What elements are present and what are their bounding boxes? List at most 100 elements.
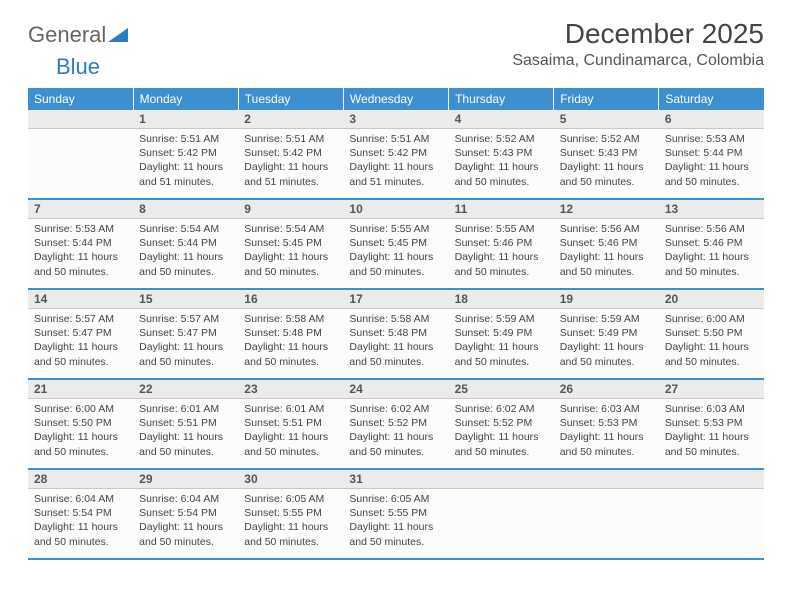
day-content: Sunrise: 5:53 AMSunset: 5:44 PMDaylight:… [34, 222, 127, 282]
day-line: Sunset: 5:55 PM [349, 506, 442, 520]
day-content: Sunrise: 5:56 AMSunset: 5:46 PMDaylight:… [560, 222, 653, 282]
day-content: Sunrise: 5:57 AMSunset: 5:47 PMDaylight:… [34, 312, 127, 372]
day-line: Sunset: 5:48 PM [244, 326, 337, 340]
title-block: December 2025 Sasaima, Cundinamarca, Col… [512, 18, 764, 70]
day-line: Daylight: 11 hours [455, 340, 548, 354]
week-content-row: Sunrise: 5:51 AMSunset: 5:42 PMDaylight:… [28, 129, 764, 200]
week-daynum-row: 78910111213 [28, 200, 764, 219]
day-line: Daylight: 11 hours [349, 160, 442, 174]
day-content: Sunrise: 6:03 AMSunset: 5:53 PMDaylight:… [665, 402, 758, 462]
day-line: Sunrise: 5:53 AM [665, 132, 758, 146]
logo-triangle-icon [108, 22, 128, 48]
day-content: Sunrise: 5:58 AMSunset: 5:48 PMDaylight:… [349, 312, 442, 372]
day-number: 24 [343, 380, 448, 399]
day-line: Sunrise: 5:52 AM [455, 132, 548, 146]
day-line: and 50 minutes. [560, 265, 653, 279]
day-cell: Sunrise: 5:58 AMSunset: 5:48 PMDaylight:… [238, 309, 343, 380]
month-title: December 2025 [512, 18, 764, 50]
day-number: 19 [554, 290, 659, 309]
day-cell: Sunrise: 6:01 AMSunset: 5:51 PMDaylight:… [238, 399, 343, 470]
day-line: Sunset: 5:42 PM [349, 146, 442, 160]
day-number: 16 [238, 290, 343, 309]
dow-thursday: Thursday [449, 88, 554, 110]
day-content: Sunrise: 6:00 AMSunset: 5:50 PMDaylight:… [665, 312, 758, 372]
day-line: Sunset: 5:44 PM [34, 236, 127, 250]
logo-text-1: General [28, 22, 106, 48]
day-line: Sunset: 5:50 PM [34, 416, 127, 430]
day-line: Daylight: 11 hours [560, 160, 653, 174]
day-line: Sunrise: 6:04 AM [34, 492, 127, 506]
days-of-week-row: Sunday Monday Tuesday Wednesday Thursday… [28, 88, 764, 110]
day-content: Sunrise: 5:54 AMSunset: 5:45 PMDaylight:… [244, 222, 337, 282]
day-line: Sunrise: 6:01 AM [244, 402, 337, 416]
day-line: and 51 minutes. [139, 175, 232, 189]
day-content: Sunrise: 5:56 AMSunset: 5:46 PMDaylight:… [665, 222, 758, 282]
day-number: 5 [554, 110, 659, 129]
day-line: Sunset: 5:45 PM [349, 236, 442, 250]
day-number: 8 [133, 200, 238, 219]
day-line: Sunrise: 5:55 AM [349, 222, 442, 236]
day-line: Daylight: 11 hours [139, 250, 232, 264]
day-line: Sunset: 5:51 PM [244, 416, 337, 430]
separator-cell [28, 559, 764, 560]
day-line: Sunset: 5:51 PM [139, 416, 232, 430]
day-content: Sunrise: 5:51 AMSunset: 5:42 PMDaylight:… [139, 132, 232, 192]
day-line: and 50 minutes. [455, 355, 548, 369]
day-cell: Sunrise: 5:57 AMSunset: 5:47 PMDaylight:… [133, 309, 238, 380]
day-cell: Sunrise: 6:00 AMSunset: 5:50 PMDaylight:… [659, 309, 764, 380]
day-line: Sunset: 5:49 PM [560, 326, 653, 340]
day-cell: Sunrise: 5:55 AMSunset: 5:46 PMDaylight:… [449, 219, 554, 290]
day-cell: Sunrise: 5:56 AMSunset: 5:46 PMDaylight:… [659, 219, 764, 290]
day-line: Daylight: 11 hours [244, 250, 337, 264]
week-daynum-row: 21222324252627 [28, 380, 764, 399]
day-line: and 50 minutes. [244, 535, 337, 549]
day-cell: Sunrise: 5:54 AMSunset: 5:44 PMDaylight:… [133, 219, 238, 290]
day-line: Sunrise: 6:04 AM [139, 492, 232, 506]
day-cell: Sunrise: 6:05 AMSunset: 5:55 PMDaylight:… [238, 489, 343, 560]
day-line: Daylight: 11 hours [455, 250, 548, 264]
day-line: and 51 minutes. [349, 175, 442, 189]
day-content [665, 492, 758, 552]
day-line: Sunset: 5:43 PM [560, 146, 653, 160]
day-content: Sunrise: 5:57 AMSunset: 5:47 PMDaylight:… [139, 312, 232, 372]
day-line: and 50 minutes. [139, 265, 232, 279]
day-line: Sunset: 5:42 PM [139, 146, 232, 160]
day-number: 28 [28, 470, 133, 489]
day-cell: Sunrise: 5:53 AMSunset: 5:44 PMDaylight:… [28, 219, 133, 290]
day-cell: Sunrise: 5:51 AMSunset: 5:42 PMDaylight:… [343, 129, 448, 200]
day-line: and 50 minutes. [139, 535, 232, 549]
week-separator [28, 559, 764, 560]
day-line: Sunset: 5:48 PM [349, 326, 442, 340]
day-line: and 50 minutes. [139, 355, 232, 369]
day-cell: Sunrise: 6:00 AMSunset: 5:50 PMDaylight:… [28, 399, 133, 470]
day-content: Sunrise: 5:58 AMSunset: 5:48 PMDaylight:… [244, 312, 337, 372]
day-line: Daylight: 11 hours [665, 250, 758, 264]
day-line: Sunrise: 5:56 AM [560, 222, 653, 236]
day-line: Sunrise: 5:51 AM [139, 132, 232, 146]
day-number: 7 [28, 200, 133, 219]
day-line: and 50 minutes. [665, 445, 758, 459]
day-line: Daylight: 11 hours [665, 340, 758, 354]
dow-saturday: Saturday [659, 88, 764, 110]
day-line: Daylight: 11 hours [34, 340, 127, 354]
day-line: Sunrise: 6:05 AM [244, 492, 337, 506]
day-cell: Sunrise: 5:58 AMSunset: 5:48 PMDaylight:… [343, 309, 448, 380]
day-line: Sunset: 5:44 PM [665, 146, 758, 160]
week-daynum-row: 14151617181920 [28, 290, 764, 309]
day-cell: Sunrise: 6:03 AMSunset: 5:53 PMDaylight:… [659, 399, 764, 470]
day-line: Sunrise: 5:59 AM [455, 312, 548, 326]
day-line: and 50 minutes. [455, 445, 548, 459]
day-line: and 50 minutes. [665, 175, 758, 189]
day-content: Sunrise: 5:52 AMSunset: 5:43 PMDaylight:… [560, 132, 653, 192]
day-line: Sunrise: 6:03 AM [665, 402, 758, 416]
day-cell: Sunrise: 6:03 AMSunset: 5:53 PMDaylight:… [554, 399, 659, 470]
day-line: Daylight: 11 hours [560, 340, 653, 354]
day-cell: Sunrise: 6:05 AMSunset: 5:55 PMDaylight:… [343, 489, 448, 560]
day-line: Sunrise: 5:59 AM [560, 312, 653, 326]
day-number: 17 [343, 290, 448, 309]
day-number: 9 [238, 200, 343, 219]
day-line: Daylight: 11 hours [244, 520, 337, 534]
logo-text-2: Blue [28, 54, 100, 79]
day-line: Daylight: 11 hours [34, 430, 127, 444]
day-line: Sunrise: 6:03 AM [560, 402, 653, 416]
